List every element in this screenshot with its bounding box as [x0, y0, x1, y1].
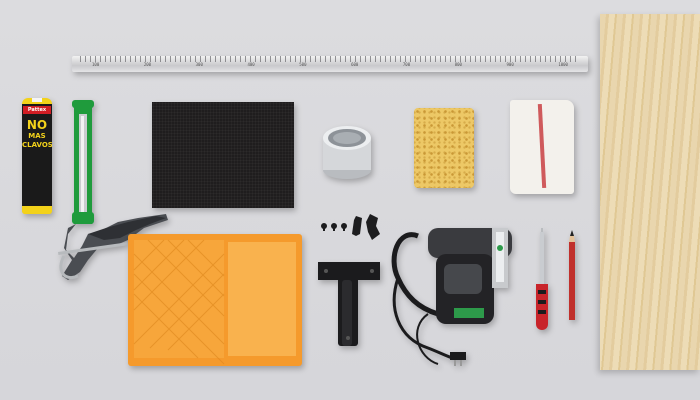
varnish-can	[323, 126, 371, 179]
ruler-number: 200	[143, 62, 152, 67]
screws-set	[321, 214, 380, 240]
tube-bottom	[22, 206, 52, 214]
cloth-stripe	[537, 103, 547, 189]
cleaning-cloth	[510, 100, 574, 194]
ruler-number: 300	[195, 62, 203, 67]
tube-nozzle	[32, 98, 42, 102]
paint-roller-tray	[128, 234, 302, 366]
ruler-number: 400	[247, 62, 255, 67]
ruler-number: 600	[351, 62, 359, 67]
plywood-board	[600, 14, 700, 370]
ruler-number: 500	[299, 62, 307, 67]
screwdriver	[536, 228, 548, 330]
ruler-number: 100	[92, 62, 100, 67]
carpenter-pencil	[569, 230, 575, 320]
ruler-number: 800	[454, 62, 462, 67]
ruler-ticks	[80, 56, 580, 62]
steel-ruler: 100 200 300 400 500 600 700 800 900 1000	[72, 56, 588, 72]
ruler-numbers: 100 200 300 400 500 600 700 800 900 1000	[92, 62, 568, 67]
tube-text-line3: CLAVOS	[22, 141, 52, 149]
electric-jigsaw	[391, 228, 512, 366]
tube-label	[22, 104, 52, 208]
tube-text-line1: NO	[26, 118, 48, 132]
sponge	[414, 108, 474, 188]
ruler-number: 1000	[558, 62, 568, 67]
caulking-gun	[58, 100, 168, 280]
ruler-number: 900	[506, 62, 514, 67]
tee-hinge	[318, 262, 380, 346]
sandpaper-sheet	[152, 102, 294, 208]
adhesive-tube: Pattex NO MAS CLAVOS	[22, 98, 52, 214]
tube-text-line2: MAS	[28, 132, 46, 140]
tube-brand: Pattex	[23, 106, 51, 114]
ruler-number: 700	[402, 62, 411, 67]
